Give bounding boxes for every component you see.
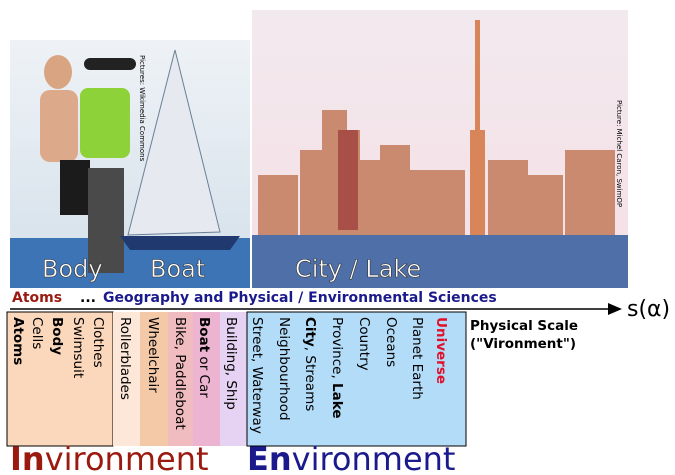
scale-item: Cells	[29, 317, 45, 349]
scale-item-part: Building, Ship	[223, 317, 239, 410]
scale-item: Bike, Paddleboat	[172, 317, 188, 430]
scale-item: Clothes	[90, 317, 106, 368]
footer-prefix: In	[10, 440, 45, 475]
header-ellipsis: ...	[80, 290, 96, 306]
scale-item: Boat or Car	[196, 317, 212, 398]
scale-item-part: City	[302, 317, 318, 347]
scale-item: Wheelchair	[145, 317, 161, 393]
scale-item-part: Lake	[329, 383, 345, 418]
photo-label: Boat	[150, 255, 205, 283]
scale-item: Province, Lake	[329, 317, 345, 419]
footer-prefix: En	[247, 440, 292, 475]
photo-label: City / Lake	[295, 255, 421, 283]
axis-title: ("Vironment")	[470, 336, 576, 352]
footer-outer: Environment	[247, 440, 455, 475]
scale-item-part: Street, Waterway	[249, 317, 265, 434]
scale-item-part: Atoms	[10, 317, 26, 365]
scale-item-part: or Car	[196, 352, 212, 398]
footer-rest: vironment	[292, 440, 456, 475]
arrow-head	[608, 303, 622, 315]
axis-title: Physical Scale	[470, 318, 578, 334]
photo-city	[252, 10, 628, 288]
header-field: Geography and Physical / Environmental S…	[103, 290, 497, 306]
scale-item: Universe	[433, 317, 449, 384]
scale-item: Rollerblades	[117, 317, 133, 400]
photo-label: Body	[42, 255, 103, 283]
axis-label: s(α)	[627, 297, 670, 322]
scale-item: Street, Waterway	[249, 317, 265, 434]
scale-item: Planet Earth	[409, 317, 425, 400]
scale-item-part: Country	[356, 317, 372, 371]
scale-item-part: Boat	[196, 317, 212, 353]
scale-item: Oceans	[383, 317, 399, 367]
scale-item-part: Rollerblades	[117, 317, 133, 400]
scale-backgrounds	[6, 311, 467, 447]
scale-item-part: Oceans	[383, 317, 399, 367]
scale-item-part: , Streams	[302, 347, 318, 411]
scale-item-part: Bike, Paddleboat	[172, 317, 188, 430]
scale-item-part: Universe	[433, 317, 449, 384]
footer-inner: Invironment	[10, 440, 209, 475]
photo-credit: Pictures: Wikimedia Commons	[138, 55, 146, 162]
photo-credit: Picture: Michel Caron, SwimOP	[615, 100, 623, 207]
scale-item: Neighbourhood	[276, 317, 292, 421]
scale-item-part: Clothes	[90, 317, 106, 368]
scale-item: City, Streams	[302, 317, 318, 411]
scale-item: Building, Ship	[223, 317, 239, 410]
header-start: Atoms	[12, 290, 62, 306]
scale-item-part: Body	[49, 317, 65, 355]
scale-item-part: Planet Earth	[409, 317, 425, 400]
scale-item-part: Province,	[329, 317, 345, 383]
scale-item: Body	[49, 317, 65, 355]
footer-rest: vironment	[45, 440, 209, 475]
scale-item-part: Swimsuit	[70, 317, 86, 378]
scale-item-part: Cells	[29, 317, 45, 349]
scale-item: Atoms	[10, 317, 26, 365]
scale-item: Country	[356, 317, 372, 371]
scale-item: Swimsuit	[70, 317, 86, 378]
photo-left	[10, 40, 250, 288]
scale-item-part: Neighbourhood	[276, 317, 292, 421]
scale-item-part: Wheelchair	[145, 317, 161, 393]
